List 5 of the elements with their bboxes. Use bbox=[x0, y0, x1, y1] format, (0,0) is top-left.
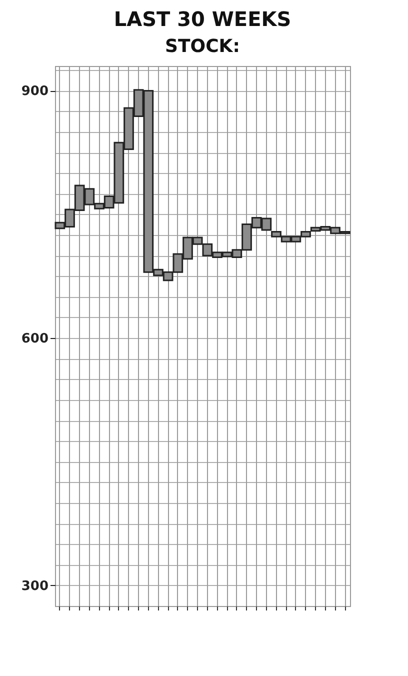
y-tick-label: 900 bbox=[21, 84, 48, 100]
y-tick-label: 300 bbox=[21, 578, 48, 594]
chart-subtitle: STOCK: bbox=[165, 36, 240, 57]
chart-title: LAST 30 WEEKS bbox=[114, 7, 292, 31]
y-tick-label: 600 bbox=[21, 332, 48, 347]
